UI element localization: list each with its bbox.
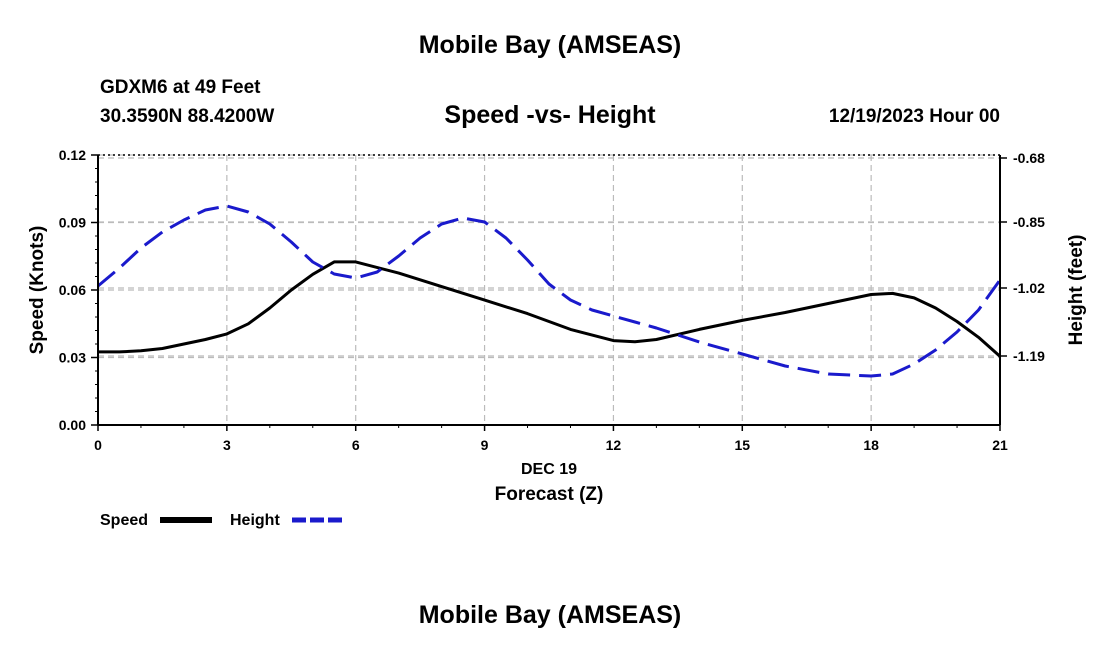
y-left-tick-label-0.03: 0.03 [59,350,86,366]
x-tick-label-6: 6 [352,437,360,453]
y-left-tick-label-0.12: 0.12 [59,147,86,163]
x-tick-label-12: 12 [606,437,622,453]
speed-series-line [98,260,1001,358]
y-left-tick-label-0.06: 0.06 [59,282,86,298]
y-right-tick-label--1.02: -1.02 [1013,280,1045,296]
chart-title: Speed -vs- Height [444,101,656,129]
legend: Speed Height [100,512,343,529]
y-left-tick-label-0.00: 0.00 [59,417,86,433]
x-tick-label-0: 0 [94,437,102,453]
grid [98,154,1000,425]
forecast-datetime: 12/19/2023 Hour 00 [828,106,1000,127]
chart-top-title: Mobile Bay (AMSEAS) [418,31,682,59]
height-series-line [97,204,1002,378]
x-tick-label-21: 21 [992,437,1008,453]
coordinates-label: 30.3590N 88.4200W [100,106,275,127]
x-tick-label-9: 9 [481,437,489,453]
y-left-tick-label-0.09: 0.09 [59,215,86,231]
station-label: GDXM6 at 49 Feet [100,77,261,98]
x-tick-label-15: 15 [734,437,750,453]
legend-height-label: Height [230,512,280,529]
axes: 0 3 6 9 12 15 18 21 0.00 0.03 0.06 0.09 0.12 -0.68 -0.… [27,147,1087,505]
y-right-axis-title: Height (feet) [1066,235,1087,346]
x-tick-label-3: 3 [223,437,231,453]
y-left-axis-title: Speed (Knots) [27,226,48,355]
y-right-tick-label--0.68: -0.68 [1013,150,1045,166]
x-axis-title: Forecast (Z) [495,484,604,505]
y-right-tick-label--1.19: -1.19 [1013,348,1045,364]
x-tick-label-18: 18 [863,437,879,453]
series [97,204,1002,378]
x-axis-date-label: DEC 19 [521,461,577,478]
chart-bottom-title: Mobile Bay (AMSEAS) [418,601,682,629]
y-right-tick-label--0.85: -0.85 [1013,214,1045,230]
legend-speed-label: Speed [100,512,148,529]
